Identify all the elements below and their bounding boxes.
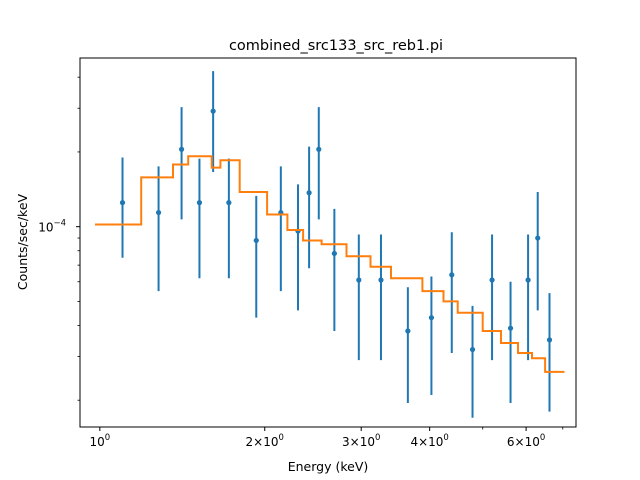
- data-point-2: [178, 146, 185, 152]
- x-tick-label-0: 100: [89, 433, 110, 449]
- x-tick-label-3: 4×100: [410, 433, 448, 449]
- data-point-6: [253, 237, 259, 244]
- x-axis-ticks: 100 2×100 3×100 4×100 6×100: [89, 427, 564, 449]
- plot-area: [95, 71, 565, 418]
- data-point-12: [356, 277, 362, 283]
- y-axis-label: Counts/sec/keV: [15, 193, 30, 290]
- data-point-13: [378, 277, 384, 283]
- data-point-15: [428, 315, 435, 321]
- data-point-17: [469, 346, 476, 353]
- data-point-4: [210, 108, 216, 114]
- x-tick-label-1: 2×100: [246, 433, 284, 449]
- plot-frame: [79, 57, 577, 428]
- x-tick-label-4: 6×100: [507, 433, 545, 449]
- data-point-14: [405, 328, 411, 334]
- y-tick-label-0: 10−4: [38, 219, 66, 235]
- data-point-22: [546, 337, 553, 343]
- chart-title: combined_src133_src_reb1.pi: [229, 38, 443, 54]
- data-point-5: [226, 200, 232, 206]
- data-point-16: [449, 272, 455, 278]
- data-point-20: [525, 277, 531, 283]
- data-point-1: [155, 209, 162, 216]
- data-point-10: [316, 146, 322, 152]
- data-point-11: [331, 250, 337, 257]
- data-point-0: [119, 200, 126, 206]
- data-point-19: [507, 325, 514, 331]
- x-axis-label: Energy (keV): [288, 459, 369, 474]
- data-point-21: [535, 235, 541, 241]
- x-tick-label-2: 3×100: [342, 433, 380, 449]
- data-point-3: [196, 200, 203, 206]
- data-point-18: [489, 277, 495, 283]
- data-point-9: [306, 190, 312, 196]
- model-step-line: [95, 155, 565, 373]
